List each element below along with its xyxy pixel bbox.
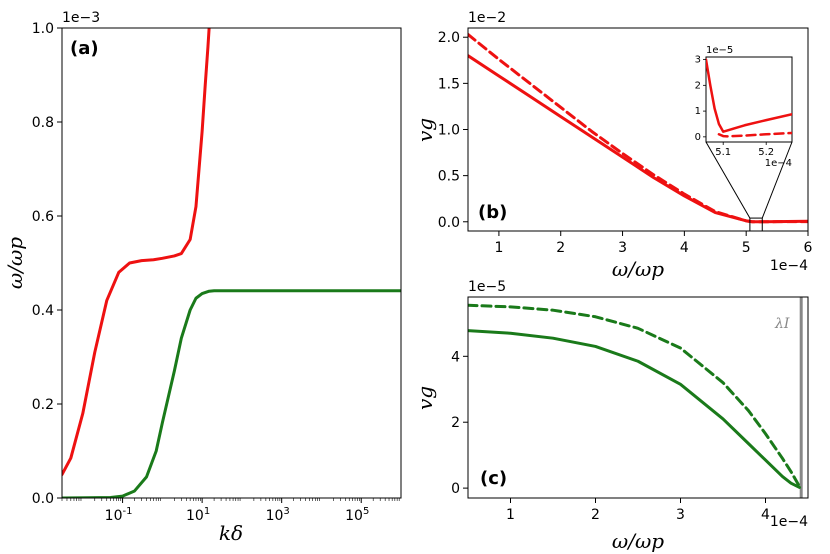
inset-ytick-label: 2 (695, 80, 701, 91)
panel-b-xtick-label: 2 (556, 240, 565, 256)
panel-c: 0 2 4 1 2 3 4 1e−5 1e−4 (c) ω/ωp vg λI (413, 279, 809, 553)
panel-a-series-1 (62, 289, 401, 498)
inset-series (706, 58, 792, 138)
panel-b-label: (b) (478, 202, 507, 223)
panel-b-xtick-label: 5 (742, 240, 751, 256)
panel-a-xtick-label: 101 (186, 506, 210, 524)
inset-ytick-label: 0 (695, 132, 701, 143)
panel-c-xtick-label: 1 (506, 507, 515, 523)
panel-a-series (62, 28, 401, 498)
inset-series-0 (706, 58, 792, 133)
panel-a-ytick-label: 1.0 (32, 21, 54, 37)
panel-a: 0.0 0.2 0.4 0.6 0.8 1.0 10-1 101 103 105 1e−3 (a)… (3, 10, 402, 545)
inset-zoom-connectors (705, 141, 793, 232)
panel-b-ylabel: vg (413, 118, 437, 142)
panel-c-series-0 (468, 329, 801, 489)
panel-b-ytick-label: 1.5 (438, 76, 460, 92)
panel-a-ytick-label: 0.0 (32, 491, 54, 507)
panel-c-series (468, 297, 803, 498)
panel-b-xtick-label: 4 (680, 240, 689, 256)
panel-b-series-1 (468, 32, 808, 224)
panel-c-ytick-label: 4 (451, 349, 460, 365)
panel-c-annotation: λI (774, 316, 790, 332)
inset-y-multiplier: 1e−5 (706, 45, 733, 56)
panel-b-ytick-label: 0.0 (438, 215, 460, 231)
panel-a-xtick-label: 105 (345, 506, 369, 524)
panel-c-label: (c) (480, 468, 507, 489)
zoom-connector-left (705, 141, 751, 219)
panel-a-xtick-label: 103 (266, 506, 290, 524)
panel-a-ytick-label: 0.8 (32, 115, 54, 131)
panel-c-y-multiplier: 1e−5 (468, 279, 506, 295)
zoom-region-box (749, 217, 763, 232)
zoom-connector-right (761, 141, 793, 219)
panel-a-xtick-label: 10-1 (105, 506, 133, 524)
panel-b-ytick-label: 2.0 (438, 30, 460, 46)
panel-a-ytick-label: 0.4 (32, 303, 54, 319)
panel-b-xtick-label: 6 (804, 240, 813, 256)
inset-x-multiplier: 1e−4 (765, 158, 792, 169)
panel-c-xtick-label: 2 (591, 507, 600, 523)
panel-c-series-1 (468, 303, 801, 488)
panel-b-xtick-label: 1 (494, 240, 503, 256)
panel-b-x-multiplier: 1e−4 (770, 258, 808, 274)
panel-c-ytick-label: 0 (451, 481, 460, 497)
panel-c-ticks: 0 2 4 1 2 3 4 (451, 349, 770, 523)
panel-a-series-0 (62, 28, 211, 476)
panel-c-xtick-label: 4 (761, 507, 770, 523)
panel-b-ytick-label: 0.5 (438, 169, 460, 185)
panel-a-ytick-label: 0.2 (32, 397, 54, 413)
panel-c-frame (467, 296, 809, 499)
panel-b: 0.0 0.5 1.0 1.5 2.0 1 2 3 4 5 6 1e−2 1e−4 (b) ω/ωp… (413, 10, 813, 281)
panel-c-x-multiplier: 1e−4 (770, 514, 808, 530)
panel-b-series (468, 32, 808, 224)
panel-c-ylabel: vg (413, 386, 437, 410)
inset-series-1 (717, 131, 792, 138)
panel-b-ticks: 0.0 0.5 1.0 1.5 2.0 1 2 3 4 5 6 (438, 30, 813, 256)
panel-a-ticks: 0.0 0.2 0.4 0.6 0.8 1.0 10-1 101 103 105 (32, 21, 400, 524)
panel-c-series-group (468, 303, 801, 489)
panel-b-xlabel: ω/ωp (612, 257, 664, 281)
panel-b-frame (467, 27, 809, 232)
panel-c-ytick-label: 2 (451, 415, 460, 431)
panel-a-xlabel: kδ (219, 521, 243, 545)
panel-c-xtick-label: 3 (676, 507, 685, 523)
panel-a-ylabel: ω/ωp (3, 237, 27, 289)
inset-ytick-label: 3 (695, 55, 701, 66)
inset-xtick-label: 5.2 (758, 147, 774, 158)
panel-b-y-multiplier: 1e−2 (468, 10, 506, 26)
panel-b-xtick-label: 3 (618, 240, 627, 256)
panel-c-xlabel: ω/ωp (612, 529, 664, 553)
panel-a-y-multiplier: 1e−3 (62, 10, 100, 26)
panel-a-ytick-label: 0.6 (32, 209, 54, 225)
inset-plot: 0 1 2 3 5.1 5.2 1e−5 1e−4 (695, 45, 793, 169)
panel-b-ytick-label: 1.0 (438, 123, 460, 139)
inset-xtick-label: 5.1 (715, 147, 731, 158)
panel-a-frame (61, 27, 402, 499)
panel-a-label: (a) (70, 38, 99, 59)
inset-frame (705, 56, 793, 143)
inset-ytick-label: 1 (695, 106, 701, 117)
